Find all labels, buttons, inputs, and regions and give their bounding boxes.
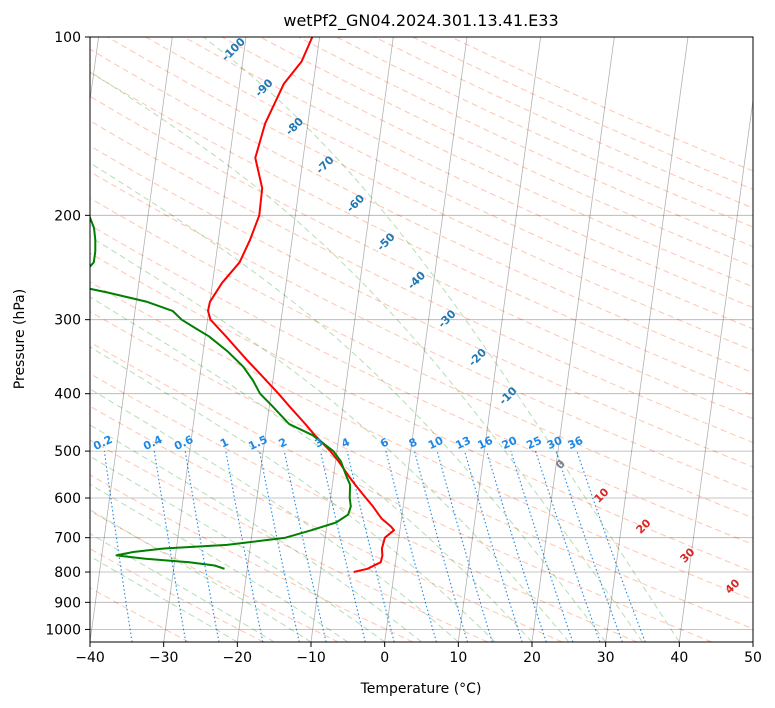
x-tick-label: −10: [296, 650, 326, 666]
dry-adiabat-line: [90, 224, 753, 545]
dry-adiabat-line: [90, 310, 753, 630]
moist-adiabats: [90, 37, 680, 642]
x-tick-label: −20: [223, 650, 253, 666]
moist-adiabat-line: [90, 71, 643, 642]
moist-adiabat-line: [203, 37, 680, 642]
x-tick-label: 0: [380, 650, 389, 666]
isotherm-line: [90, 37, 173, 642]
moist-adiabat-line: [90, 388, 459, 642]
y-axis-label: Pressure (hPa): [12, 289, 28, 389]
isobars: [90, 37, 753, 630]
moist-adiabat-line: [90, 424, 422, 642]
dry-adiabat-line: [90, 373, 638, 642]
dry-adiabat-line: [90, 252, 753, 573]
dry-adiabat-line: [90, 72, 753, 396]
moist-adiabat-line: [90, 509, 312, 642]
y-tick-label: 600: [54, 491, 81, 507]
sounding-profiles: [90, 37, 395, 573]
mixing-ratio-line: [464, 450, 523, 642]
mixing-ratio-line: [413, 450, 469, 642]
mixing-ratio-line: [319, 450, 366, 642]
mixing-ratio-line: [225, 451, 264, 642]
y-tick-label: 200: [54, 208, 81, 224]
mixing-ratio-label: 20: [500, 434, 520, 452]
dewpoint-profile-line: [90, 214, 352, 570]
mixing-ratio-label: 25: [524, 434, 543, 452]
dry-adiabat-line: [90, 439, 488, 642]
mixing-ratio-line: [436, 450, 493, 642]
mixing-ratio-line: [555, 450, 623, 642]
x-tick-label: 30: [597, 650, 615, 666]
dry-adiabat-line: [221, 37, 753, 288]
x-tick-label: 40: [670, 650, 688, 666]
dry-adiabat-line: [90, 405, 563, 642]
isotherm-line: [384, 37, 468, 642]
mixing-ratio-line: [535, 450, 601, 642]
y-axis: 100 200 300 400 500 600 700 800 900 1000: [45, 30, 90, 638]
mixing-ratio-line: [510, 450, 574, 642]
mixing-ratio-line: [346, 450, 395, 642]
y-tick-label: 900: [54, 595, 81, 611]
x-axis: −40 −30 −20 −10 0 10 20 30 40 50: [75, 642, 762, 666]
dry-adiabat-line: [145, 37, 753, 330]
dry-adiabat-line: [90, 197, 753, 519]
x-tick-label: 10: [449, 650, 467, 666]
moist-adiabat-line: [90, 296, 533, 642]
x-tick-label: 50: [744, 650, 762, 666]
dry-adiabat-line: [90, 510, 339, 642]
mixing-ratio-label: 13: [453, 434, 472, 452]
moist-adiabat-line: [90, 455, 385, 642]
y-tick-label: 300: [54, 313, 81, 329]
y-tick-label: 500: [54, 444, 81, 460]
moist-adiabat-line: [90, 555, 238, 642]
mixing-ratio-line: [576, 450, 646, 642]
isotherm-line: [678, 97, 753, 642]
isotherm-line: [163, 37, 247, 642]
x-tick-label: 20: [523, 650, 541, 666]
dry-adiabat-line: [90, 281, 753, 601]
isotherm-line: [605, 37, 689, 642]
mixing-ratio-line: [385, 450, 437, 642]
isotherm-line: [310, 37, 394, 642]
plot-area: 0.10.20.40.611.52346810131620253036-100-…: [90, 37, 753, 642]
mixing-ratio-label: 16: [476, 434, 496, 452]
moist-adiabat-line: [90, 346, 496, 642]
dry-adiabat-line: [90, 548, 264, 642]
mixing-ratio-label: 10: [426, 434, 446, 452]
isotherm-line: [457, 37, 541, 642]
dry-adiabat-line: [90, 171, 753, 493]
x-tick-label: −30: [149, 650, 179, 666]
mixing-ratio-line: [486, 450, 547, 642]
dry-adiabat-line: [90, 341, 712, 642]
x-tick-label: −40: [75, 650, 105, 666]
moist-adiabat-line: [90, 162, 607, 642]
y-tick-label: 700: [54, 531, 81, 547]
y-tick-label: 1000: [45, 622, 81, 638]
chart-title: wetPf2_GN04.2024.301.13.41.E33: [283, 11, 558, 31]
mixing-ratio-line: [283, 450, 327, 642]
x-axis-label: Temperature (°C): [360, 681, 482, 697]
temperature-profile-line: [207, 37, 395, 573]
dry-adiabat-line: [90, 95, 753, 420]
moist-adiabat-line: [90, 533, 275, 642]
dry-adiabat-line: [107, 37, 753, 352]
isotherm-line: [531, 37, 615, 642]
mixing-ratio-label: 36: [566, 434, 586, 452]
y-tick-label: 800: [54, 565, 81, 581]
y-tick-label: 100: [54, 30, 81, 46]
mixing-ratio-line: [103, 451, 133, 642]
plot-frame: [89, 36, 754, 643]
y-tick-label: 400: [54, 387, 81, 403]
mixing-ratio-line: [258, 450, 300, 642]
mixing-ratio-label: 30: [545, 434, 565, 452]
dry-adiabats: [90, 37, 753, 642]
mixing-ratio-lines: [103, 450, 646, 642]
moist-adiabat-line: [90, 236, 570, 642]
